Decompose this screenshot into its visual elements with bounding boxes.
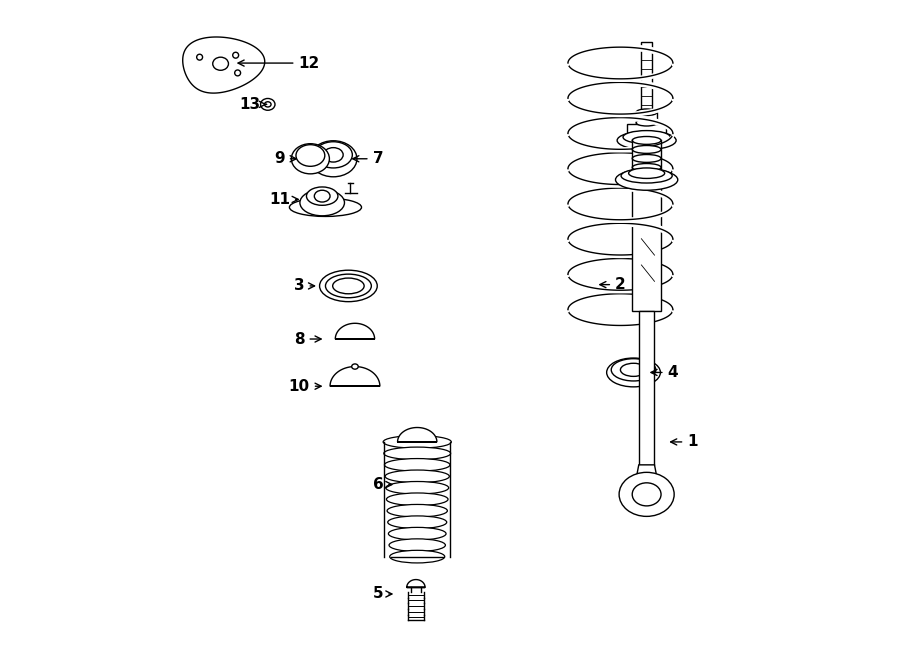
Ellipse shape xyxy=(385,470,449,483)
Polygon shape xyxy=(568,80,673,101)
Polygon shape xyxy=(627,124,666,140)
Ellipse shape xyxy=(310,141,357,176)
Polygon shape xyxy=(632,140,662,176)
Polygon shape xyxy=(568,186,673,206)
Ellipse shape xyxy=(314,141,352,168)
Text: 5: 5 xyxy=(373,586,392,602)
Text: 13: 13 xyxy=(239,97,266,112)
Ellipse shape xyxy=(390,551,445,563)
Text: 10: 10 xyxy=(289,379,321,394)
Polygon shape xyxy=(330,367,380,386)
Ellipse shape xyxy=(607,358,661,387)
Text: 7: 7 xyxy=(353,151,383,167)
Ellipse shape xyxy=(383,447,451,459)
Ellipse shape xyxy=(617,132,676,149)
Polygon shape xyxy=(568,44,673,65)
Ellipse shape xyxy=(628,168,665,178)
Polygon shape xyxy=(637,465,656,475)
Polygon shape xyxy=(632,186,662,311)
Ellipse shape xyxy=(389,527,446,540)
Ellipse shape xyxy=(387,504,447,517)
Polygon shape xyxy=(568,150,673,171)
Ellipse shape xyxy=(383,436,451,448)
Ellipse shape xyxy=(300,190,345,215)
Text: 2: 2 xyxy=(599,277,625,292)
Ellipse shape xyxy=(389,539,446,551)
Text: 9: 9 xyxy=(274,151,296,167)
Ellipse shape xyxy=(632,173,662,180)
Ellipse shape xyxy=(388,516,446,529)
Ellipse shape xyxy=(611,359,656,381)
Text: 11: 11 xyxy=(269,192,298,207)
Ellipse shape xyxy=(623,131,670,143)
Text: 4: 4 xyxy=(651,365,679,380)
Text: 6: 6 xyxy=(373,477,392,492)
Text: 12: 12 xyxy=(238,56,320,71)
Ellipse shape xyxy=(290,198,362,216)
Polygon shape xyxy=(407,580,425,588)
Ellipse shape xyxy=(621,169,672,183)
Ellipse shape xyxy=(632,155,662,163)
Ellipse shape xyxy=(632,136,662,144)
Ellipse shape xyxy=(632,145,662,153)
Ellipse shape xyxy=(636,109,657,116)
Ellipse shape xyxy=(384,459,450,471)
Text: 3: 3 xyxy=(294,278,315,293)
Polygon shape xyxy=(639,311,654,465)
Ellipse shape xyxy=(619,473,674,516)
Polygon shape xyxy=(183,37,265,93)
Ellipse shape xyxy=(636,120,657,126)
Polygon shape xyxy=(568,115,673,136)
Polygon shape xyxy=(398,428,436,442)
Ellipse shape xyxy=(296,145,325,167)
Text: 1: 1 xyxy=(670,434,698,449)
Polygon shape xyxy=(568,221,673,242)
Polygon shape xyxy=(568,256,673,277)
Ellipse shape xyxy=(386,493,448,506)
Polygon shape xyxy=(568,291,673,312)
Ellipse shape xyxy=(307,187,338,206)
Ellipse shape xyxy=(292,143,329,174)
Ellipse shape xyxy=(326,274,372,297)
Ellipse shape xyxy=(632,163,662,171)
Polygon shape xyxy=(636,112,657,123)
Ellipse shape xyxy=(261,98,275,110)
Ellipse shape xyxy=(320,270,377,301)
Ellipse shape xyxy=(352,364,358,369)
Polygon shape xyxy=(336,323,374,339)
Polygon shape xyxy=(642,42,652,114)
Ellipse shape xyxy=(616,169,678,190)
Text: 8: 8 xyxy=(294,332,321,346)
Ellipse shape xyxy=(386,481,449,494)
